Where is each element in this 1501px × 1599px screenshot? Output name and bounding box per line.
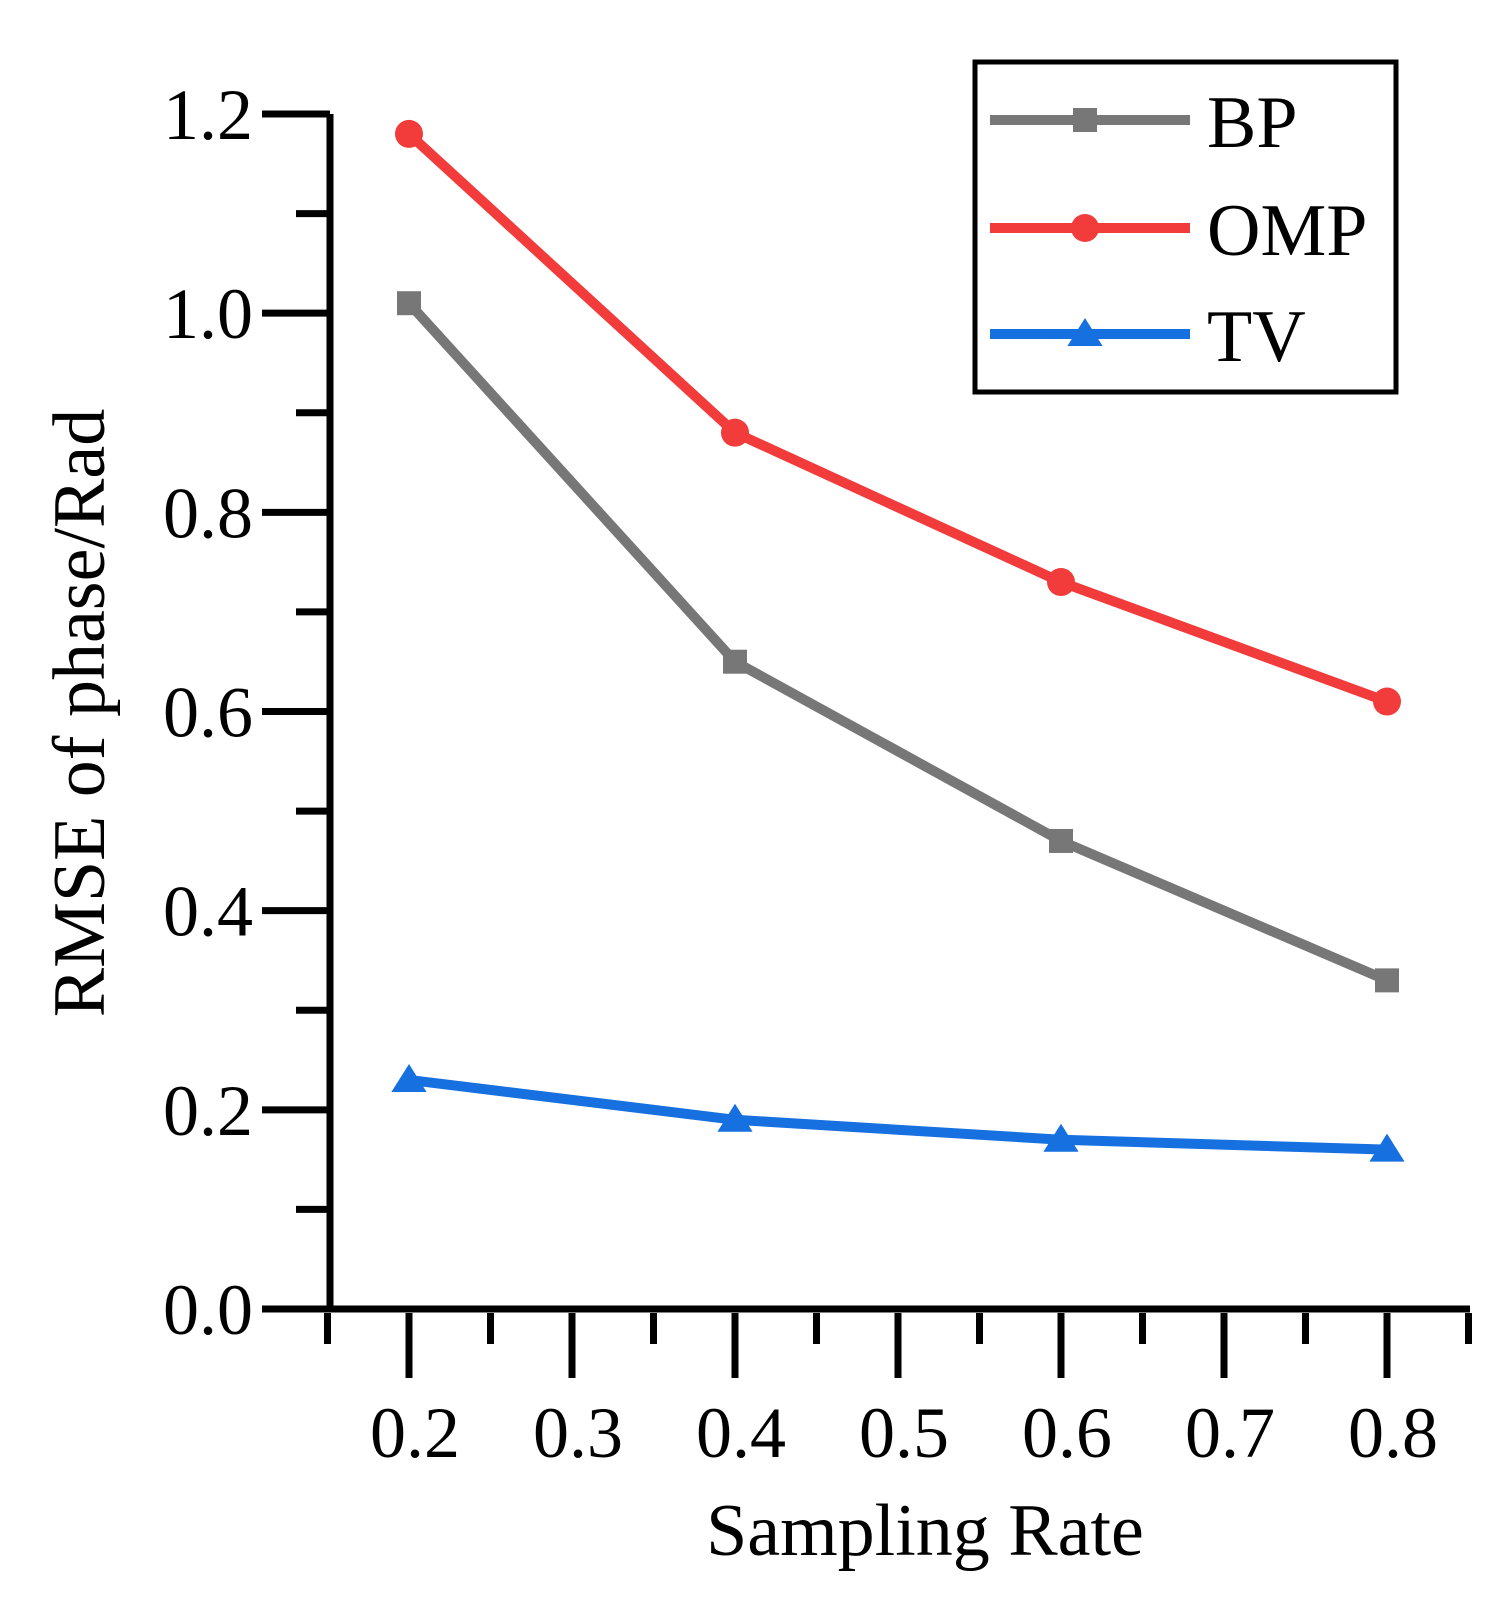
data-point-bp-0.4 — [723, 649, 747, 674]
y-tick-label-0.2: 0.2 — [163, 1071, 253, 1151]
data-point-omp-0.6 — [1047, 568, 1075, 597]
data-point-omp-0.2 — [395, 119, 423, 148]
x-tick-label-0.8: 0.8 — [1348, 1393, 1438, 1473]
data-point-omp-0.8 — [1373, 687, 1401, 716]
x-tick-label-0.2: 0.2 — [370, 1393, 460, 1473]
data-point-tv-0.6 — [1043, 1123, 1079, 1152]
axes: 0.0 0.2 0.4 0.6 0.8 1.0 1.2 0.2 0.3 0.4 0.5 0.6 0.7 0… — [163, 75, 1472, 1473]
legend-marker-tv — [1067, 318, 1103, 346]
y-tick-label-1.0: 1.0 — [163, 274, 253, 354]
y-tick-label-0.8: 0.8 — [163, 473, 253, 553]
data-point-bp-0.6 — [1049, 828, 1073, 853]
series-line-bp — [404, 298, 1392, 986]
series-line-omp — [404, 128, 1392, 707]
data-point-tv-0.4 — [717, 1103, 753, 1132]
data-point-omp-0.4 — [721, 418, 749, 447]
series-group — [391, 119, 1405, 1162]
legend-label-bp: BP — [1207, 82, 1298, 164]
legend-marker-omp — [1071, 214, 1099, 242]
legend-label-tv: TV — [1207, 296, 1306, 378]
legend-marker-bp — [1073, 108, 1097, 132]
y-tick-label-0.6: 0.6 — [163, 673, 253, 753]
y-tick-label-0.4: 0.4 — [163, 872, 253, 952]
x-tick-label-0.4: 0.4 — [696, 1393, 786, 1473]
series-line-tv — [404, 1074, 1392, 1155]
y-tick-label-0.0: 0.0 — [163, 1270, 253, 1350]
legend-label-omp: OMP — [1207, 190, 1367, 272]
data-point-tv-0.2 — [391, 1063, 427, 1092]
data-point-bp-0.8 — [1375, 968, 1399, 993]
y-axis-title: RMSE of phase/Rad — [39, 409, 121, 1017]
x-tick-label-0.7: 0.7 — [1185, 1393, 1275, 1473]
legend: BP OMP TV — [972, 59, 1399, 395]
data-point-tv-0.8 — [1369, 1133, 1405, 1162]
x-tick-label-0.5: 0.5 — [859, 1393, 949, 1473]
x-axis-title: Sampling Rate — [706, 1490, 1144, 1572]
x-tick-label-0.3: 0.3 — [533, 1393, 623, 1473]
data-point-bp-0.2 — [397, 291, 421, 316]
y-tick-label-1.2: 1.2 — [163, 75, 253, 155]
x-tick-label-0.6: 0.6 — [1022, 1393, 1112, 1473]
